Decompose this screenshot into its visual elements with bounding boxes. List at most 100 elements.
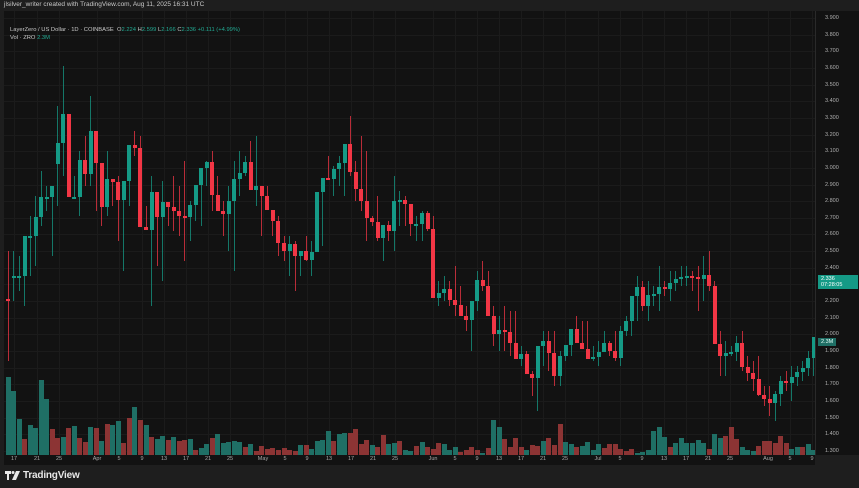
volume-bar-up [717,438,723,455]
volume-bar-down [551,445,557,455]
volume-bar-down [529,445,535,455]
legend-high-label: H [137,27,142,33]
bearish-candle [508,332,513,343]
time-axis[interactable]: 17 21 25 Apr 5 9 13 17 21 25 May 5 9 13 17 21 25 Jun 5 9 13 1… [4,455,815,465]
candle-wick [366,151,368,241]
time-tick-label: 17 [182,456,190,462]
bullish-candle [469,301,474,320]
volume-bar-down [358,444,364,455]
candle-wick [134,131,136,156]
legend-volume-label[interactable]: Vol · ZRO [10,35,36,41]
volume-bar-up [386,444,392,455]
bullish-candle [563,345,568,356]
candle-wick [228,186,230,251]
bullish-candle [624,321,629,331]
time-tick-label: 17 [347,456,355,462]
horizontal-gridline [4,18,815,19]
bearish-candle [138,148,143,227]
time-tick-label: 17 [517,456,525,462]
bearish-candle [182,216,187,218]
volume-bar-up [673,443,679,455]
bearish-candle [259,186,264,196]
volume-bar-down [667,447,673,455]
candle-wick [233,161,235,271]
bullish-candle [337,163,342,169]
bearish-candle [66,114,71,197]
legend-ohlc-row: LayerZero / US Dollar · 1D · COINBASE O2… [10,26,240,34]
volume-bar-up [701,443,707,455]
horizontal-gridline [4,267,815,269]
legend-close-label: C [177,27,182,33]
volume-bar-up [44,399,50,455]
candle-wick [404,196,406,226]
legend-low-value: 2.166 [161,27,176,33]
bullish-candle [602,343,607,352]
bullish-candle [149,192,154,230]
volume-bar-down [137,420,143,455]
bearish-candle [326,178,331,180]
candle-wick [333,166,335,196]
price-chart[interactable]: LayerZero / US Dollar · 1D · COINBASE O2… [4,11,815,455]
time-tick-label: 21 [539,456,547,462]
volume-bar-down [557,424,563,455]
horizontal-gridline [4,134,815,136]
horizontal-gridline [4,151,815,153]
candle-wick [255,136,257,206]
candle-wick [482,261,484,291]
volume-bar-up [33,428,39,455]
candle-wick [653,286,655,306]
volume-bar-down [601,448,607,455]
volume-bar-down [353,429,359,455]
bullish-candle [414,224,419,226]
candle-wick [708,251,710,291]
bullish-candle [199,168,204,185]
time-tick-label: 17 [682,456,690,462]
vertical-gridline [565,11,566,455]
volume-bar-down [380,435,386,455]
volume-bar-up [695,440,701,455]
horizontal-gridline [4,234,815,236]
price-axis[interactable]: 1.300 1.400 1.500 1.600 1.700 1.800 1.900 2.000… [815,11,859,455]
bearish-candle [370,218,375,222]
bearish-candle [707,275,712,286]
candle-wick [415,216,417,241]
bullish-candle [569,329,574,345]
volume-bar-up [678,438,684,455]
candle-wick [691,271,693,291]
candle-wick [542,331,544,366]
bearish-candle [640,287,645,306]
horizontal-gridline [4,317,815,319]
volume-bar-down [77,438,83,455]
bullish-candle [287,244,292,251]
legend-symbol[interactable]: LayerZero / US Dollar · 1D · COINBASE [10,27,114,33]
price-tick-label: 3.300 [825,114,839,121]
volume-bar-down [783,443,789,455]
volume-bar-up [596,444,602,455]
legend-volume-value: 2.3M [37,35,50,41]
volume-bar-up [789,449,795,455]
bearish-candle [425,213,430,229]
volume-bar-up [805,444,811,455]
candle-wick [7,251,9,361]
bullish-candle [397,200,402,202]
time-tick-label: 25 [226,456,234,462]
volume-bar-up [408,451,414,455]
volume-bar-up [391,443,397,455]
candle-wick [360,136,362,211]
bearish-candle [270,210,275,221]
bullish-candle [33,217,38,236]
time-tick-label: 13 [495,456,503,462]
volume-bar-up [496,427,502,455]
bullish-candle [679,277,684,279]
volume-bar-up [568,444,574,455]
bearish-candle [364,201,369,218]
volume-bar-down [734,439,740,455]
volume-bar-up [132,407,138,455]
tradingview-logo[interactable]: TradingView [5,470,80,481]
volume-bar-down [618,449,624,455]
bearish-candle [464,316,469,320]
vertical-gridline [208,11,209,455]
volume-bar-down [209,438,215,455]
bearish-candle [696,277,700,279]
candle-wick [471,301,473,351]
